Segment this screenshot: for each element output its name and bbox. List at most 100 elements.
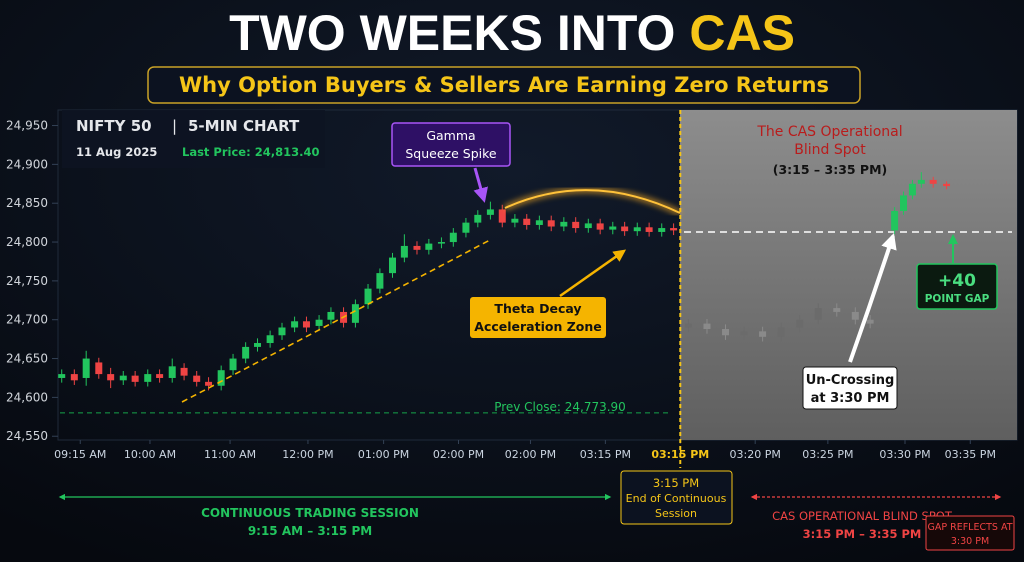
- candle-body: [917, 179, 925, 184]
- candle-body: [777, 327, 785, 337]
- candle-body: [814, 308, 822, 320]
- candle-body: [351, 304, 359, 323]
- candle-body: [119, 375, 127, 381]
- candle-body: [670, 228, 678, 231]
- candle-body: [229, 358, 237, 371]
- blind-spot-title: The CAS Operational: [756, 124, 902, 140]
- candle-body: [291, 321, 299, 328]
- gap-reflects-text: 3:30 PM: [951, 536, 989, 547]
- candle-body: [168, 366, 176, 378]
- session-end-text: 3:15 PM: [653, 476, 699, 490]
- y-tick-label: 24,600: [6, 390, 48, 404]
- title-highlight: CAS: [689, 5, 795, 61]
- info-box: [62, 110, 325, 168]
- x-tick-label: 09:15 AM: [54, 448, 106, 461]
- arc: [504, 189, 681, 214]
- candle-body: [376, 273, 384, 289]
- uncrossing-box: [802, 366, 898, 410]
- x-tick-label: 03:30 PM: [879, 448, 930, 461]
- uncrossing-text: Un-Crossing: [806, 373, 895, 388]
- candle-body: [70, 374, 78, 381]
- candle-body: [254, 343, 262, 347]
- symbol: NIFTY 50: [76, 117, 152, 135]
- session-end-text: End of Continuous: [626, 492, 727, 505]
- candle-body: [523, 218, 531, 225]
- candle-body: [943, 183, 951, 187]
- blind-spot-time: (3:15 – 3:35 PM): [773, 162, 888, 177]
- candle-body: [242, 346, 250, 359]
- gap-reflects-box: [925, 515, 1015, 551]
- candle-body: [315, 319, 323, 326]
- title-lead: TWO WEEKS INTO: [229, 5, 675, 61]
- candle-body: [684, 323, 692, 328]
- candle-body: [547, 220, 555, 227]
- candle-body: [413, 245, 421, 250]
- y-tick-label: 24,550: [6, 429, 48, 443]
- interval: 5-MIN CHART: [188, 117, 300, 135]
- candle-body: [560, 221, 568, 227]
- candle-body: [633, 227, 641, 232]
- x-tick-label: 03:35 PM: [945, 448, 996, 461]
- candle-body: [851, 311, 859, 320]
- candle-body: [596, 223, 604, 230]
- blind-spot-title: Blind Spot: [794, 142, 866, 158]
- candle-body: [144, 374, 152, 382]
- candle-body: [95, 362, 103, 375]
- candle-body: [449, 232, 457, 243]
- x-tick-label: 03:20 PM: [730, 448, 781, 461]
- blind-span-label: CAS OPERATIONAL BLIND SPOT: [772, 509, 953, 523]
- candle-body: [703, 323, 711, 330]
- y-tick-label: 24,900: [6, 157, 48, 171]
- date: 11 Aug 2025: [76, 145, 157, 159]
- y-tick-label: 24,700: [6, 313, 48, 327]
- candle-body: [82, 358, 90, 378]
- candle-body: [437, 242, 445, 244]
- candle-body: [891, 210, 899, 231]
- plot: 24,550 24,600 24,650 24,700 24,750 24,800 24,8…: [6, 110, 1012, 468]
- candle-body: [389, 257, 397, 274]
- candle-body: [658, 228, 666, 232]
- theta-text: Acceleration Zone: [474, 319, 601, 334]
- x-tick-label: 11:00 AM: [204, 448, 256, 461]
- gap-reflects-text: GAP REFLECTS AT: [927, 522, 1012, 533]
- x-tick-label: 03:15 PM: [580, 448, 631, 461]
- theta-box: [470, 297, 606, 338]
- separator: |: [172, 117, 177, 135]
- uncrossing-arrow: [848, 232, 897, 363]
- blind-span-label: 3:15 PM – 3:35 PM: [803, 527, 922, 541]
- candle-body: [474, 214, 482, 223]
- y-tick-label: 24,750: [6, 274, 48, 288]
- uncrossing-text: at 3:30 PM: [811, 391, 890, 406]
- candle-body: [486, 209, 494, 215]
- candle-body: [131, 375, 139, 382]
- x-tick-label: 01:00 PM: [358, 448, 409, 461]
- x-tick-label: 03:25 PM: [802, 448, 853, 461]
- candle-body: [205, 381, 213, 386]
- candle-body: [193, 375, 201, 382]
- candle-body: [609, 226, 617, 230]
- candle-body: [535, 220, 543, 225]
- subtitle-box: [147, 66, 861, 104]
- theta-text: Theta Decay: [494, 301, 581, 316]
- candle-body: [572, 221, 580, 229]
- candle-body: [908, 183, 916, 196]
- candle-body: [364, 288, 372, 305]
- candle-body: [462, 222, 470, 233]
- y-tick-label: 24,800: [6, 235, 48, 249]
- candle-body: [740, 331, 748, 336]
- candle-body: [425, 243, 433, 250]
- candle-body: [327, 311, 335, 320]
- session-label: CONTINUOUS TRADING SESSION: [201, 506, 419, 520]
- candle-body: [302, 321, 310, 328]
- candle-body: [759, 331, 767, 337]
- gamma-text: Gamma: [426, 128, 475, 143]
- gap-value: +40: [938, 271, 976, 291]
- gamma-arrow: [473, 167, 488, 203]
- y-tick-label: 24,950: [6, 119, 48, 133]
- candle-body: [621, 226, 629, 232]
- y-tick-label: 24,650: [6, 352, 48, 366]
- candle-body: [722, 329, 730, 336]
- candle-body: [58, 374, 66, 378]
- candle-body: [929, 179, 937, 184]
